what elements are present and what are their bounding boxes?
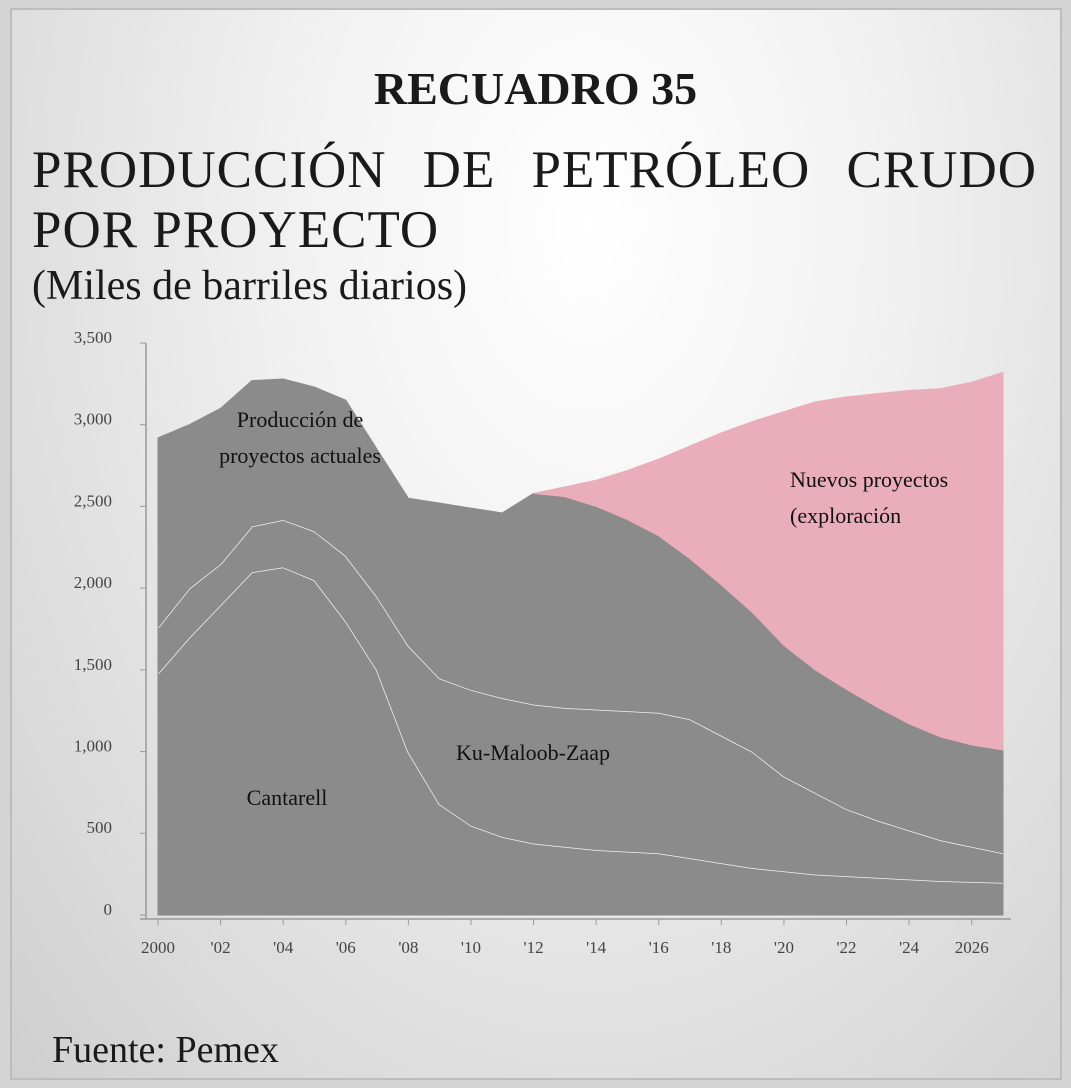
- x-tick-label: '10: [461, 938, 481, 957]
- y-tick-label: 2,000: [74, 573, 112, 592]
- x-tick-label: '04: [273, 938, 294, 957]
- x-tick-label: '12: [524, 938, 544, 957]
- y-tick-label: 1,000: [74, 736, 112, 755]
- chart-subtitle: PRODUCCIÓN DE PETRÓLEO CRUDO POR PROYECT…: [32, 141, 1037, 259]
- chart-title: RECUADRO 35: [373, 63, 698, 114]
- y-tick-label: 500: [87, 818, 113, 837]
- y-tick-label: 1,500: [74, 655, 112, 674]
- x-tick-label: 2000: [141, 938, 175, 957]
- x-tick-label: '06: [336, 938, 356, 957]
- x-tick-label: '16: [649, 938, 669, 957]
- x-tick-label: '08: [398, 938, 418, 957]
- y-tick-label: 2,500: [74, 491, 112, 510]
- series-label: Producción de proyectos actuales: [219, 407, 381, 468]
- y-tick-label: 0: [104, 900, 113, 919]
- x-tick-label: '14: [586, 938, 607, 957]
- series-label: Cantarell: [246, 785, 328, 810]
- y-tick-label: 3,000: [74, 410, 112, 429]
- units-label: (Miles de barriles diarios): [32, 263, 468, 309]
- x-tick-label: '20: [774, 938, 794, 957]
- source: Fuente: Pemex: [52, 1029, 279, 1071]
- x-tick-label: 2026: [955, 938, 989, 957]
- x-tick-label: '02: [211, 938, 231, 957]
- x-tick-label: '24: [899, 938, 920, 957]
- y-tick-label: 3,500: [74, 328, 112, 347]
- x-tick-label: '22: [836, 938, 856, 957]
- series-label: Ku-Maloob-Zaap: [456, 740, 610, 765]
- series-label: Nuevos proyectos (exploración: [790, 467, 949, 528]
- area: [157, 378, 1004, 854]
- x-tick-label: '18: [711, 938, 731, 957]
- area: [533, 371, 1004, 751]
